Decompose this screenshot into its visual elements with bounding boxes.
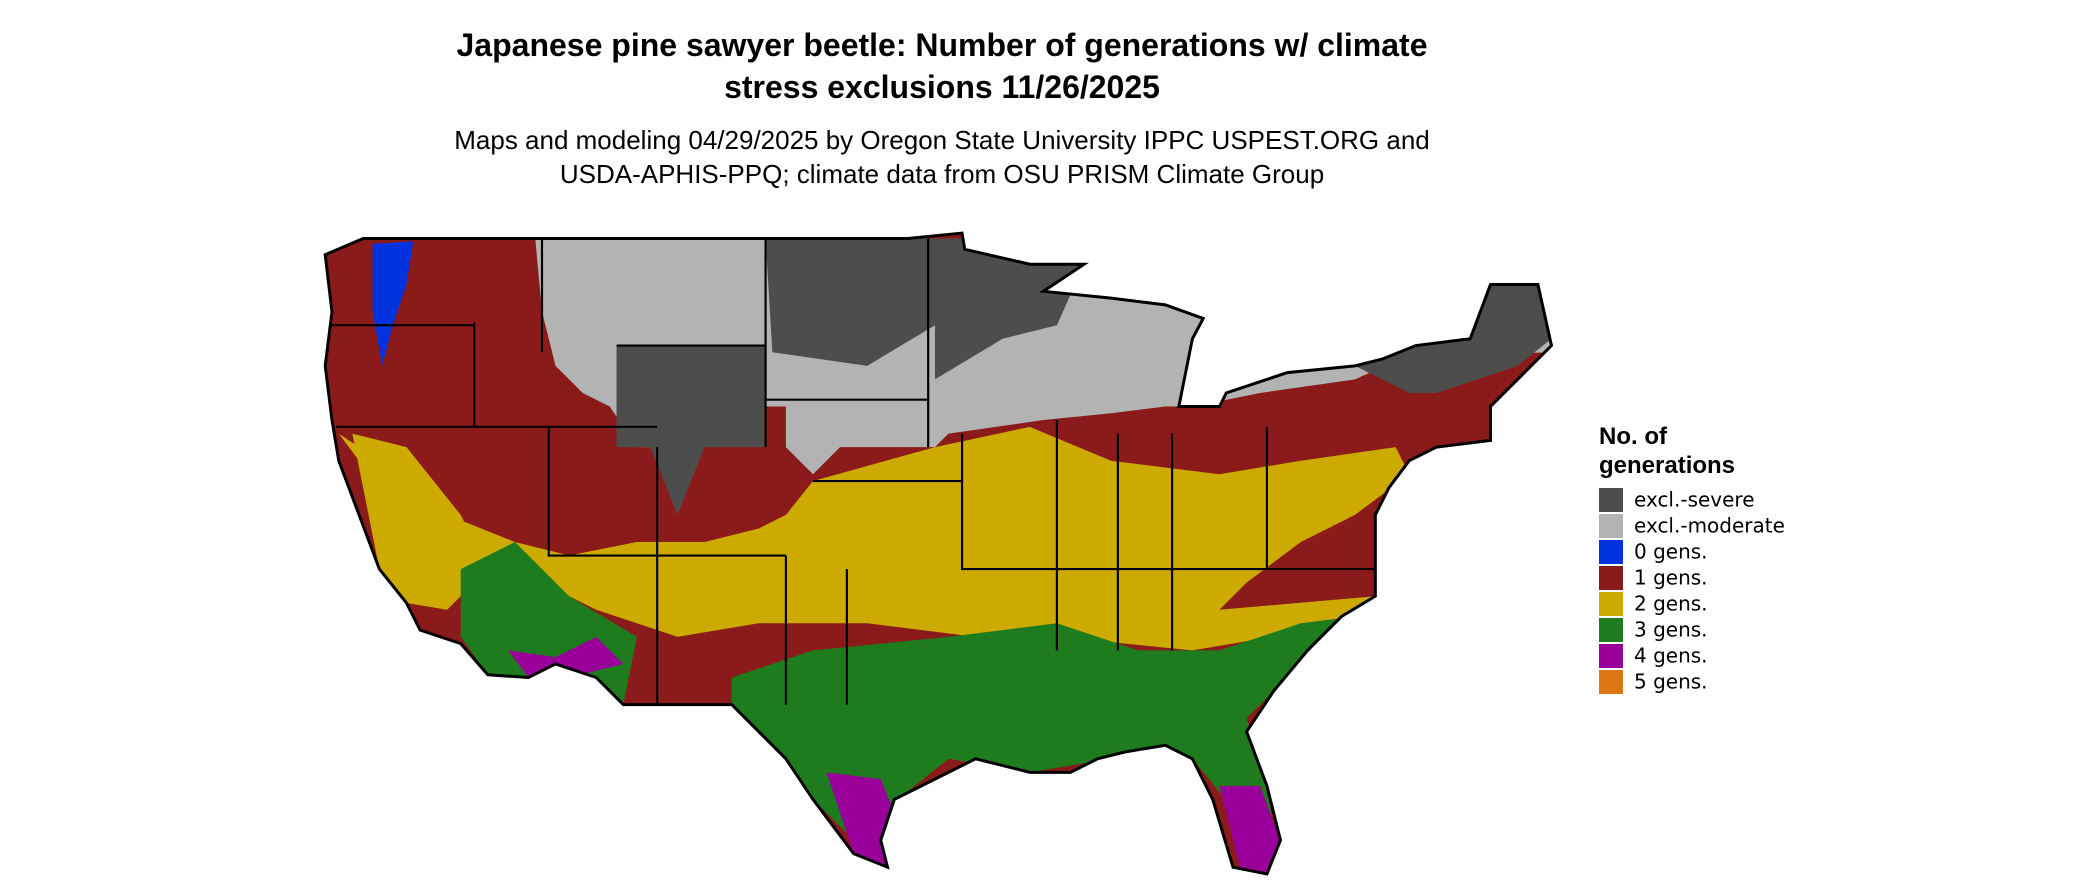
title-line: Japanese pine sawyer beetle: Number of g… [457,27,1428,63]
legend-label: excl.-moderate [1634,514,1785,538]
legend-label: 1 gens. [1634,566,1708,590]
legend-label: 0 gens. [1634,540,1708,564]
legend-label: 4 gens. [1634,644,1708,668]
legend-swatch [1599,566,1623,590]
region [1219,785,1281,874]
legend-title: generations [1599,452,1735,479]
region [765,238,1084,380]
legend-swatch [1599,644,1623,668]
title-line: stress exclusions 11/26/2025 [724,69,1160,105]
legend-label: excl.-severe [1634,488,1755,512]
legend-label: 3 gens. [1634,618,1708,642]
subtitle-line: USDA-APHIS-PPQ; climate data from OSU PR… [560,159,1324,189]
legend-label: 2 gens. [1634,592,1708,616]
legend-title: No. of [1599,423,1668,450]
legend-swatch [1599,618,1623,642]
region [508,636,624,678]
legend-swatch [1599,514,1623,538]
region [826,772,895,868]
state-borders [331,238,1376,705]
subtitle-line: Maps and modeling 04/29/2025 by Oregon S… [454,125,1430,155]
region [338,426,1410,651]
legend-swatch [1599,488,1623,512]
region [616,345,766,515]
legend-swatch [1599,670,1623,694]
legend: No. of generations excl.-severeexcl.-mod… [1599,423,1785,694]
region [372,241,414,366]
legend-swatch [1599,540,1623,564]
region [352,433,488,610]
legend-label: 5 gens. [1634,670,1708,694]
legend-swatch [1599,592,1623,616]
